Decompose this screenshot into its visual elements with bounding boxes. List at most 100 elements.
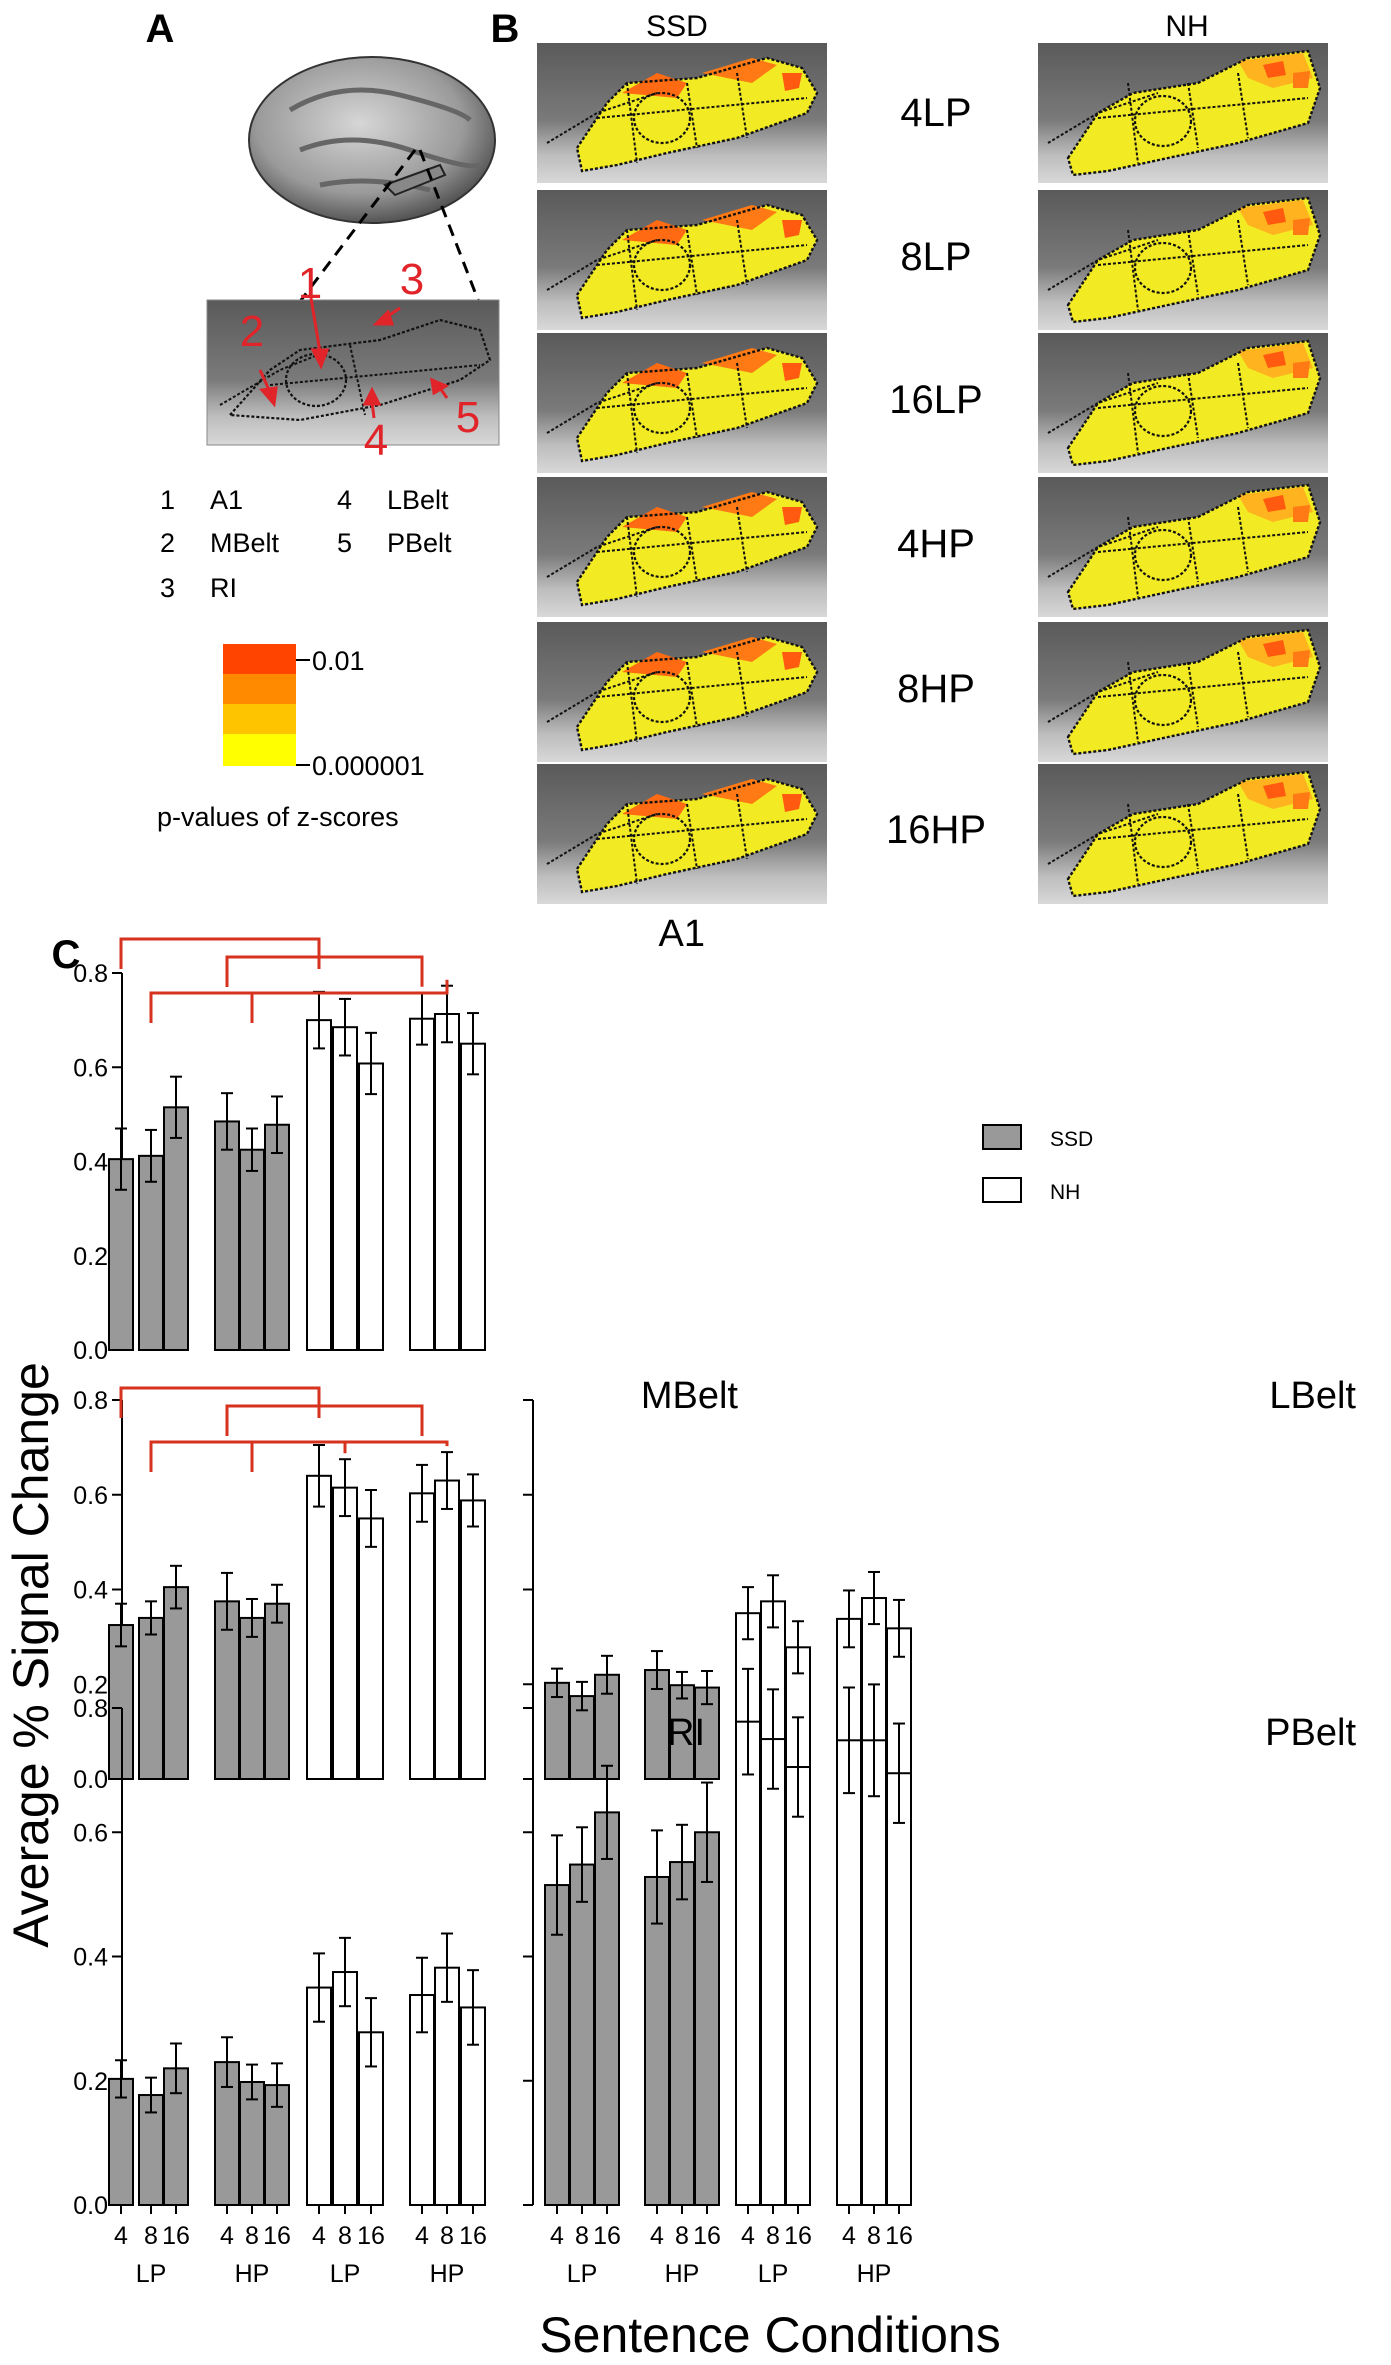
- bar-mbelt-ssd: [264, 1602, 290, 1781]
- region-number-1: 1: [298, 259, 322, 308]
- condition-label-8lp: 8LP: [900, 235, 971, 279]
- panel-label-b: B: [491, 7, 520, 51]
- column-header-nh: NH: [1165, 10, 1208, 43]
- bar-a1-ssd: [264, 1123, 290, 1352]
- brain-map-ssd-8lp: [535, 188, 829, 332]
- brain-map-nh-4lp: [1036, 41, 1330, 185]
- panel-label-a: A: [146, 7, 175, 51]
- brain-map-ssd-4hp: [535, 475, 829, 619]
- region-key: 1 A1 2 MBelt 3 RI 4 LBelt 5 PBelt: [160, 485, 452, 603]
- x-tick-label-left: 16: [263, 2222, 291, 2250]
- x-group-label-left: LP: [136, 2260, 167, 2288]
- x-tick-label-right: 4: [550, 2222, 564, 2250]
- brain-map-nh-4hp: [1036, 475, 1330, 619]
- x-tick-label-right: 16: [784, 2222, 812, 2250]
- x-tick-label-left: 16: [162, 2222, 190, 2250]
- region-map-inset: [206, 299, 500, 446]
- colorbar-bottom-label: 0.000001: [312, 751, 425, 781]
- significance-bracket-mbelt: [250, 1440, 449, 1472]
- panel-b: B SSD NH 4LP 8LP 16LP 4HP 8HP 16HP: [491, 7, 1330, 906]
- chart-title-mbelt: MBelt: [641, 1375, 739, 1417]
- bar-pbelt-ssd: [569, 1863, 595, 2207]
- x-group-label-right: HP: [857, 2260, 892, 2288]
- colorbar-caption: p-values of z-scores: [157, 802, 399, 832]
- key-num-4: 4: [337, 485, 352, 515]
- x-tick-label-left: 8: [144, 2222, 158, 2250]
- x-tick-label-right: 8: [575, 2222, 589, 2250]
- x-tick-label-left: 4: [415, 2222, 429, 2250]
- column-header-ssd: SSD: [646, 10, 708, 43]
- x-tick-label-left: 16: [357, 2222, 385, 2250]
- bar-ri-nh: [332, 1971, 358, 2206]
- significance-bracket-a1: [250, 979, 449, 1023]
- bar-pbelt-nh: [886, 1772, 912, 2206]
- bar-mbelt-nh: [409, 1492, 435, 1780]
- region-arrows: [258, 297, 450, 419]
- x-group-label-left: HP: [235, 2260, 270, 2288]
- brain-map-ssd-16hp: [535, 762, 829, 906]
- bar-mbelt-nh: [332, 1486, 358, 1781]
- bar-mbelt-nh: [306, 1474, 332, 1781]
- x-tick-label-left: 4: [114, 2222, 128, 2250]
- y-tick-label-ri: 0.8: [73, 1695, 108, 1723]
- x-group-label-left: LP: [330, 2260, 361, 2288]
- y-tick-label-ri: 0.2: [73, 2068, 108, 2096]
- bar-mbelt-nh: [434, 1479, 460, 1780]
- condition-label-16hp: 16HP: [886, 808, 986, 852]
- x-tick-label-right: 4: [741, 2222, 755, 2250]
- bar-a1-nh: [332, 1026, 358, 1351]
- chart-title-pbelt: PBelt: [1265, 1712, 1356, 1754]
- bar-a1-ssd: [138, 1154, 164, 1351]
- bar-a1-ssd: [239, 1148, 265, 1351]
- condition-label-8hp: 8HP: [897, 667, 975, 711]
- x-tick-label-left: 4: [312, 2222, 326, 2250]
- y-tick-label-mbelt: 0.6: [73, 1482, 108, 1510]
- bar-lbelt-ssd: [644, 1669, 670, 1780]
- x-tick-label-right: 8: [766, 2222, 780, 2250]
- significance-bracket-a1: [225, 955, 424, 987]
- x-tick-label-left: 16: [459, 2222, 487, 2250]
- bar-a1-ssd: [214, 1120, 240, 1351]
- brain-map-nh-16hp: [1036, 762, 1330, 906]
- y-tick-label-mbelt: 0.0: [73, 1766, 108, 1794]
- y-tick-label-mbelt: 0.8: [73, 1387, 108, 1415]
- bar-charts: 0.0 0.2 0.4 0.6 0.8 A1 0.0 0.2 0.4 0.6 0.8 MBelt LBe…: [73, 913, 1356, 2288]
- chart-legend: SSD NH: [982, 1124, 1093, 1204]
- bar-pbelt-nh: [735, 1720, 761, 2206]
- panel-label-c: C: [52, 933, 81, 977]
- legend-label-nh: NH: [1050, 1181, 1080, 1204]
- condition-label-4hp: 4HP: [897, 522, 975, 566]
- chart-title-lbelt: LBelt: [1269, 1375, 1356, 1417]
- y-tick-label-mbelt: 0.4: [73, 1577, 108, 1605]
- key-num-5: 5: [337, 528, 352, 558]
- x-tick-label-right: 16: [885, 2222, 913, 2250]
- bar-pbelt-nh: [836, 1739, 862, 2207]
- colorbar-swatch-1: [223, 644, 296, 674]
- x-tick-label-right: 8: [675, 2222, 689, 2250]
- region-number-3: 3: [400, 255, 424, 304]
- y-tick-label-ri: 0.0: [73, 2192, 108, 2220]
- colorbar-top-label: 0.01: [312, 646, 365, 676]
- x-tick-label-left: 8: [338, 2222, 352, 2250]
- key-name-1: A1: [210, 485, 243, 515]
- bar-pbelt-nh: [760, 1738, 786, 2206]
- colorbar-swatch-2: [223, 674, 296, 704]
- y-tick-label-a1: 0.2: [73, 1243, 108, 1271]
- legend-label-ssd: SSD: [1050, 1128, 1093, 1151]
- x-tick-label-left: 4: [220, 2222, 234, 2250]
- bar-pbelt-ssd: [694, 1831, 720, 2206]
- y-tick-label-a1: 0.8: [73, 960, 108, 988]
- bar-a1-nh: [358, 1062, 384, 1351]
- significance-bracket-a1: [119, 937, 321, 969]
- bar-ri-nh: [434, 1966, 460, 2206]
- legend-swatch-ssd: [982, 1124, 1022, 1150]
- bar-a1-nh: [409, 1017, 435, 1351]
- significance-bracket-mbelt: [149, 1440, 347, 1472]
- y-axis-title: Average % Signal Change: [3, 1362, 59, 1948]
- key-name-2: MBelt: [210, 528, 280, 558]
- y-tick-label-a1: 0.6: [73, 1054, 108, 1082]
- bar-pbelt-ssd: [594, 1811, 620, 2206]
- key-name-4: LBelt: [387, 485, 449, 515]
- brain-map-ssd-4lp: [535, 41, 829, 185]
